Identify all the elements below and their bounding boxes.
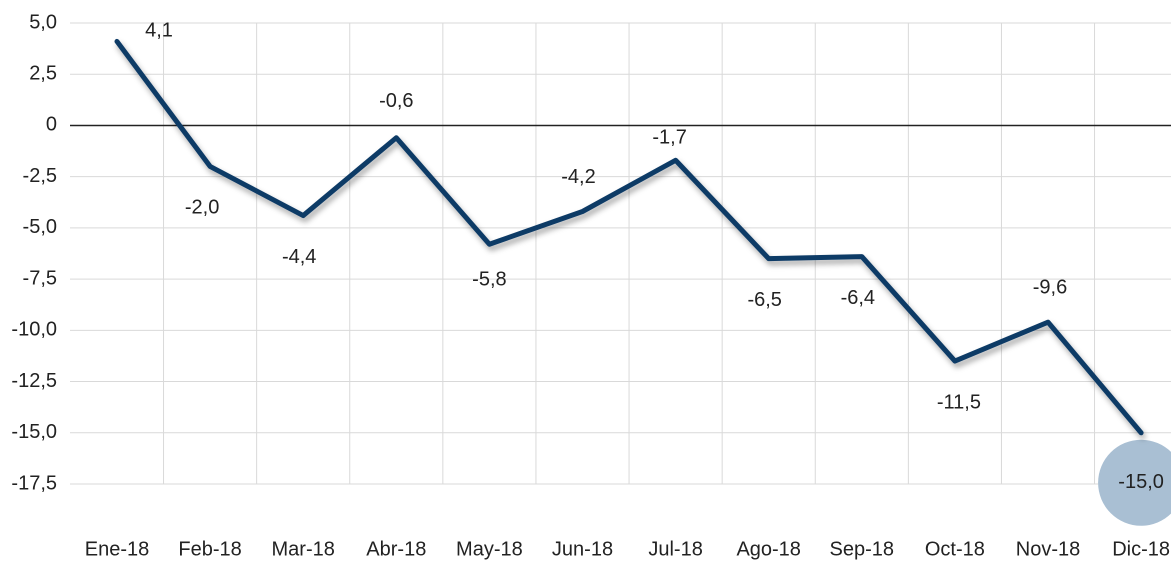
highlight-circle [1098, 439, 1171, 526]
x-tick-label: Feb-18 [178, 538, 241, 560]
data-label: -5,8 [472, 269, 506, 291]
y-tick-label: -7,5 [23, 267, 57, 289]
data-label: -6,5 [747, 289, 781, 311]
y-tick-label: -5,0 [23, 216, 57, 238]
line [114, 38, 1144, 436]
x-tick-label: Nov-18 [1016, 538, 1080, 560]
data-label: -9,6 [1033, 276, 1067, 298]
y-tick-label: -10,0 [11, 319, 57, 341]
data-label: 4,1 [145, 20, 173, 42]
y-tick-label: -2,5 [23, 165, 57, 187]
y-tick-label: -15,0 [11, 421, 57, 443]
x-tick-label: Ene-18 [85, 538, 150, 560]
x-tick-label: Ago-18 [736, 538, 801, 560]
data-label: -0,6 [379, 90, 413, 112]
data-label: -4,2 [561, 166, 595, 188]
y-tick-label: 0 [46, 114, 57, 136]
data-label: -11,5 [937, 391, 981, 413]
y-tick-label: 5,0 [29, 11, 57, 33]
x-tick-label: Jun-18 [552, 538, 613, 560]
x-tick-label: Mar-18 [272, 538, 335, 560]
y-tick-label: -12,5 [11, 370, 57, 392]
data-label: -6,4 [841, 287, 875, 309]
x-tick-label: May-18 [456, 538, 523, 560]
y-tick-label: 2,5 [29, 63, 57, 85]
data-label: -4,4 [282, 246, 316, 268]
x-tick-label: Dic-18 [1112, 538, 1170, 560]
data-label: -15,0 [1118, 471, 1164, 493]
data-label: -1,7 [652, 127, 686, 149]
y-tick-label: -17,5 [11, 472, 57, 494]
x-tick-label: Jul-18 [648, 538, 702, 560]
x-tick-label: Abr-18 [366, 538, 426, 560]
x-tick-label: Sep-18 [830, 538, 895, 560]
data-label: -2,0 [185, 197, 219, 219]
x-tick-label: Oct-18 [925, 538, 985, 560]
